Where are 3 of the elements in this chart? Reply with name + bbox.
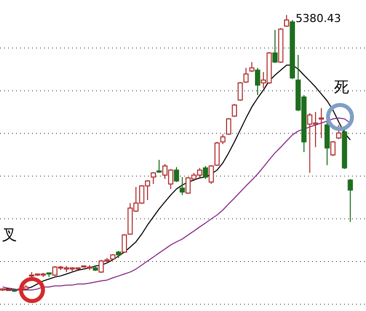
annotation: 死	[334, 79, 349, 96]
annotation: 5380.43	[296, 12, 342, 25]
annotation: 叉	[2, 227, 17, 244]
